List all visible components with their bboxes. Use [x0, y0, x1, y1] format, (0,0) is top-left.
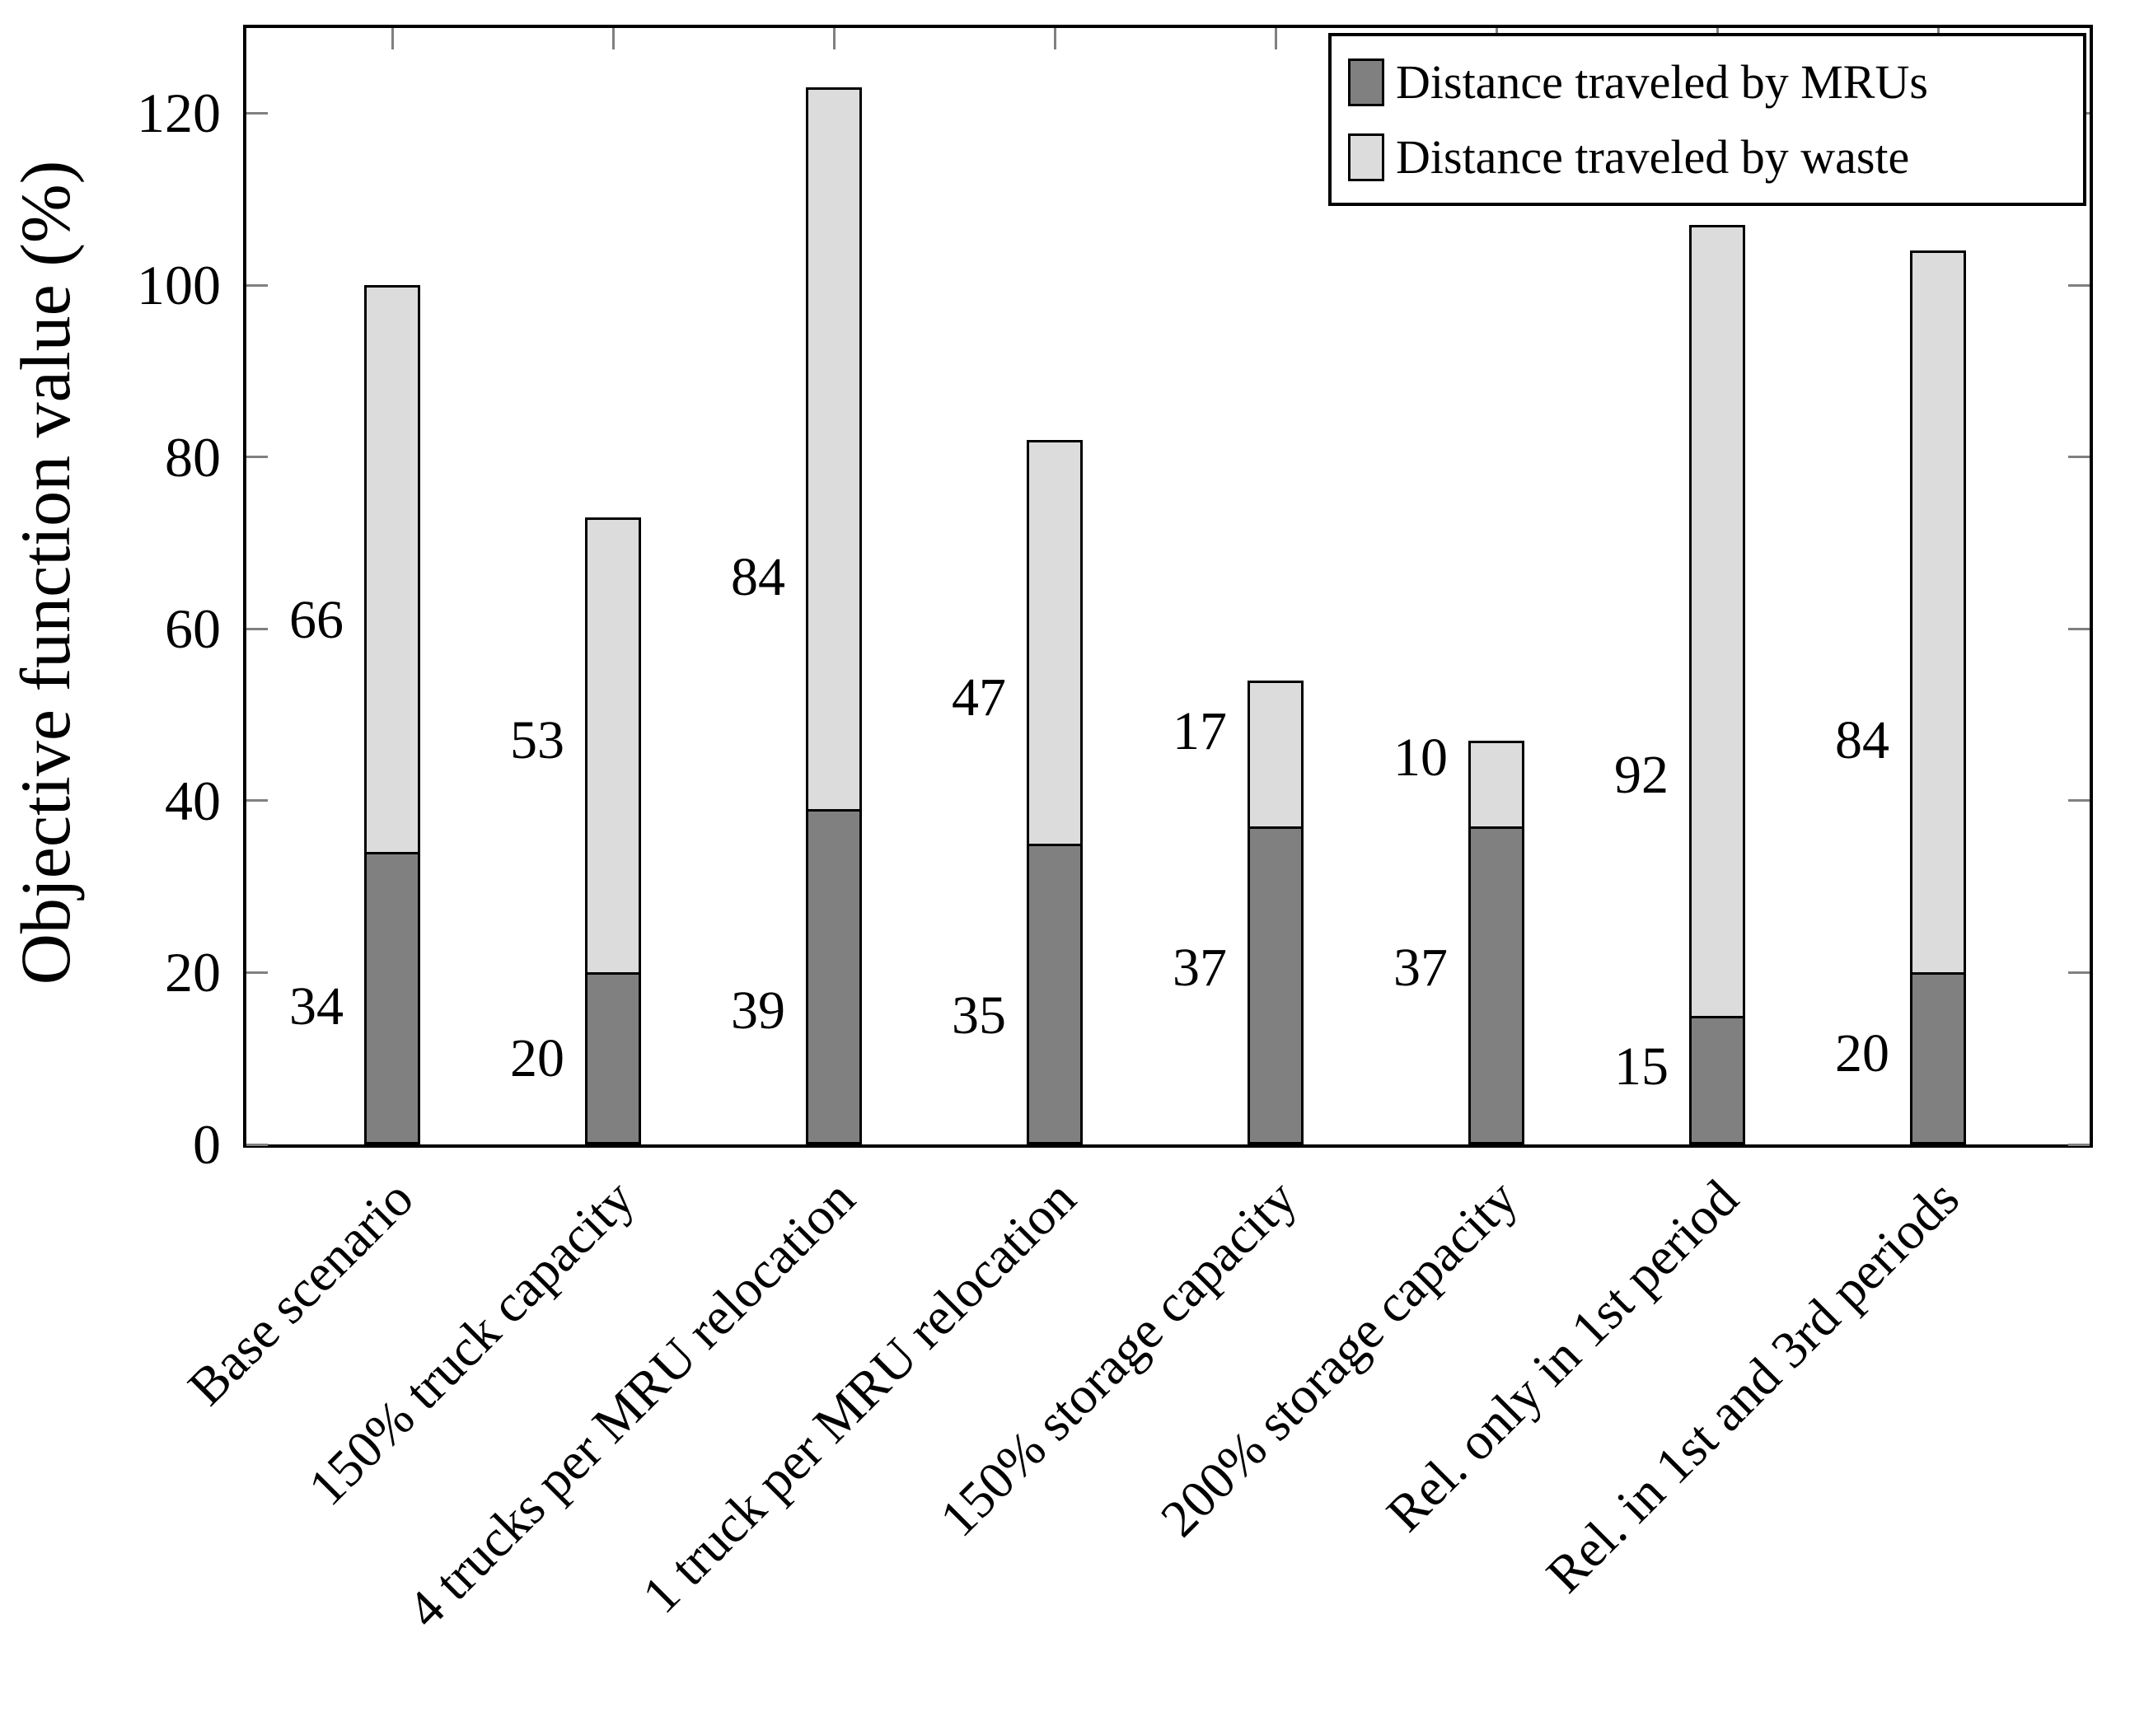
- y-tick-right-100: [2068, 283, 2090, 287]
- x-tick-top-1: [611, 28, 615, 49]
- bar-0-mrus: [364, 852, 420, 1144]
- legend-label-mrus: Distance traveled by MRUs: [1396, 55, 1928, 109]
- y-tick-left-80: [246, 456, 268, 459]
- value-label-mrus-1: 20: [510, 1027, 564, 1088]
- y-tick-left-40: [246, 799, 268, 802]
- value-label-mrus-5: 37: [1393, 938, 1448, 999]
- bar-4-waste: [1248, 680, 1304, 830]
- legend-label-waste: Distance traveled by waste: [1396, 130, 1910, 184]
- bar-6-mrus: [1689, 1015, 1745, 1144]
- y-tick-left-120: [246, 111, 268, 115]
- x-tick-top-0: [391, 28, 394, 49]
- y-tick-left-20: [246, 971, 268, 974]
- bar-6-waste: [1689, 224, 1745, 1018]
- value-label-mrus-0: 34: [289, 976, 344, 1037]
- y-tick-left-60: [246, 627, 268, 630]
- legend-swatch-mrus: [1348, 58, 1384, 106]
- value-label-mrus-7: 20: [1835, 1023, 1889, 1084]
- x-tick-top-2: [832, 28, 836, 49]
- value-label-mrus-4: 37: [1173, 938, 1227, 999]
- bar-7-waste: [1910, 250, 1966, 976]
- value-label-waste-0: 66: [289, 589, 344, 650]
- bar-2-mrus: [806, 809, 862, 1144]
- y-tick-right-40: [2068, 799, 2090, 802]
- y-tick-label-40: 40: [165, 769, 221, 832]
- value-label-waste-5: 10: [1393, 727, 1448, 788]
- y-tick-right-20: [2068, 971, 2090, 974]
- y-tick-label-20: 20: [165, 941, 221, 1004]
- plot-area: 34 66 20 53 39 84 35 47 37 17 37 10 15 92 20 84: [243, 25, 2093, 1148]
- y-tick-left-0: [246, 1143, 268, 1146]
- y-tick-right-0: [2068, 1143, 2090, 1146]
- legend-item-waste: Distance traveled by waste: [1348, 122, 2083, 192]
- bar-1-waste: [585, 517, 641, 976]
- value-label-waste-2: 84: [731, 546, 785, 607]
- value-label-waste-1: 53: [510, 709, 564, 770]
- bar-7-mrus: [1910, 972, 1966, 1144]
- y-tick-label-80: 80: [165, 425, 221, 489]
- y-tick-left-100: [246, 283, 268, 287]
- legend-item-mrus: Distance traveled by MRUs: [1348, 47, 2083, 117]
- value-label-waste-3: 47: [952, 667, 1006, 728]
- value-label-waste-6: 92: [1614, 744, 1669, 805]
- legend: Distance traveled by MRUs Distance trave…: [1328, 33, 2086, 206]
- y-tick-right-80: [2068, 456, 2090, 459]
- value-label-waste-7: 84: [1835, 709, 1889, 770]
- y-tick-label-60: 60: [165, 597, 221, 661]
- bar-3-waste: [1027, 439, 1083, 846]
- value-label-mrus-6: 15: [1614, 1036, 1669, 1097]
- x-category-label-7: Rel. in 1st and 3rd periods: [1534, 1168, 1970, 1604]
- value-label-mrus-3: 35: [952, 985, 1006, 1046]
- bar-0-waste: [364, 285, 420, 855]
- bar-1-mrus: [585, 972, 641, 1144]
- value-label-mrus-2: 39: [731, 980, 785, 1041]
- bar-2-waste: [806, 87, 862, 812]
- legend-swatch-waste: [1348, 133, 1384, 181]
- x-tick-top-3: [1053, 28, 1056, 49]
- bar-5-waste: [1468, 740, 1524, 830]
- y-tick-label-100: 100: [137, 254, 221, 316]
- y-tick-right-60: [2068, 627, 2090, 630]
- bar-3-mrus: [1027, 843, 1083, 1144]
- y-tick-label-120: 120: [137, 82, 221, 145]
- value-label-waste-4: 17: [1173, 701, 1227, 762]
- y-tick-label-0: 0: [193, 1113, 221, 1176]
- x-tick-top-4: [1274, 28, 1277, 49]
